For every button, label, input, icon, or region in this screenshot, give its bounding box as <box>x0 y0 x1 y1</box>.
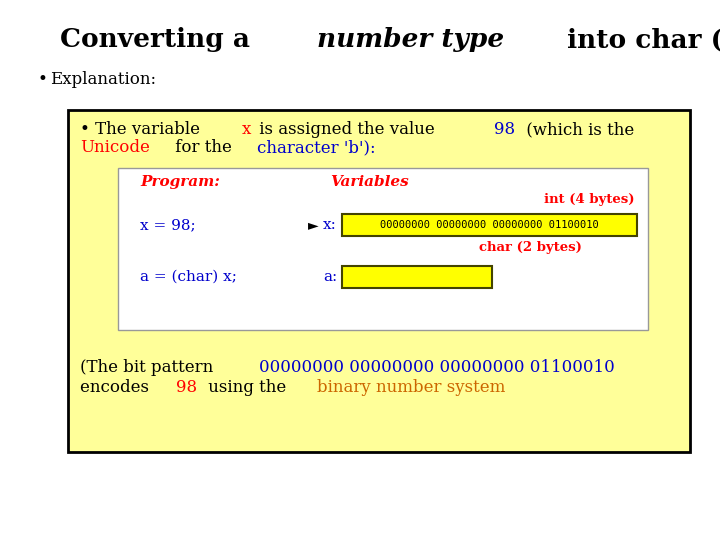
Text: Converting a: Converting a <box>60 28 259 52</box>
Text: •: • <box>38 71 48 89</box>
Text: (which is the: (which is the <box>521 122 634 138</box>
Text: encodes: encodes <box>80 380 154 396</box>
Text: char (2 bytes): char (2 bytes) <box>479 241 582 254</box>
Text: x: x <box>242 122 251 138</box>
Text: number type: number type <box>317 28 504 52</box>
Text: Variables: Variables <box>330 175 409 189</box>
Text: • The variable: • The variable <box>80 122 205 138</box>
Text: x:: x: <box>323 218 337 232</box>
Text: using the: using the <box>203 380 292 396</box>
Text: 98: 98 <box>494 122 515 138</box>
Text: ►: ► <box>308 218 319 232</box>
FancyBboxPatch shape <box>68 110 690 452</box>
Text: is assigned the value: is assigned the value <box>253 122 440 138</box>
Text: Explanation:: Explanation: <box>50 71 156 89</box>
Text: Unicode: Unicode <box>80 139 150 157</box>
Text: Program:: Program: <box>140 175 220 189</box>
Text: a = (char) x;: a = (char) x; <box>140 270 237 284</box>
FancyBboxPatch shape <box>118 168 648 330</box>
Text: a:: a: <box>323 270 337 284</box>
Text: into char (cont.): into char (cont.) <box>559 28 720 52</box>
Text: 00000000 00000000 00000000 01100010: 00000000 00000000 00000000 01100010 <box>380 220 599 230</box>
Text: x = 98;: x = 98; <box>140 218 196 232</box>
Text: 98: 98 <box>176 380 197 396</box>
FancyBboxPatch shape <box>342 266 492 288</box>
Text: binary number system: binary number system <box>318 380 505 396</box>
Text: int (4 bytes): int (4 bytes) <box>544 193 635 206</box>
Text: character 'b'):: character 'b'): <box>257 139 375 157</box>
Text: (The bit pattern: (The bit pattern <box>80 360 218 376</box>
FancyBboxPatch shape <box>342 214 637 236</box>
Text: 00000000 00000000 00000000 01100010: 00000000 00000000 00000000 01100010 <box>258 360 614 376</box>
Text: for the: for the <box>170 139 238 157</box>
